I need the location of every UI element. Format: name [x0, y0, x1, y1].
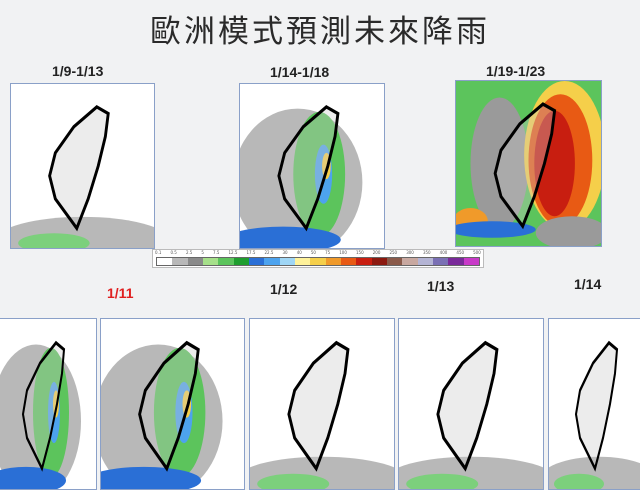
- colorbar-swatch: [463, 258, 479, 265]
- colorbar-tick: 30: [282, 250, 288, 255]
- colorbar-tick: 0.5: [170, 250, 177, 255]
- colorbar-tick: 17.5: [246, 250, 256, 255]
- colorbar-tick: 2.5: [185, 250, 193, 255]
- colorbar-tick: 500: [473, 250, 481, 255]
- colorbar-swatch: [402, 258, 418, 265]
- colorbar-tick: 100: [339, 250, 347, 255]
- page-title: 歐洲模式預測未來降雨: [150, 14, 490, 50]
- daily-rainfall-map: [548, 318, 640, 490]
- colorbar-swatch: [417, 258, 433, 265]
- daily-rainfall-map: [398, 318, 544, 490]
- colorbar-tick: 22.5: [264, 250, 274, 255]
- rainfall-map-1: [10, 83, 155, 249]
- colorbar-swatch: [371, 258, 387, 265]
- colorbar-swatch: [340, 258, 357, 265]
- colorbar-swatch: [356, 258, 372, 265]
- colorbar-tick: 450: [456, 250, 465, 255]
- colorbar-tick: 400: [439, 250, 448, 255]
- daily-rainfall-map: [100, 318, 245, 490]
- colorbar-swatch: [310, 258, 326, 265]
- colorbar-tick: 7.5: [213, 250, 220, 255]
- colorbar-swatch: [432, 258, 449, 265]
- rainfall-map-2: [239, 83, 385, 249]
- colorbar-swatch: [264, 258, 280, 265]
- period-label: 1/14-1/18: [270, 64, 330, 80]
- colorbar-swatch: [448, 258, 464, 265]
- period-label: 1/9-1/13: [52, 63, 104, 79]
- colorbar-tick: 5: [201, 250, 204, 255]
- colorbar-tick: 250: [389, 250, 398, 255]
- colorbar-tick: 75: [325, 250, 331, 255]
- colorbar-tick: 40: [296, 250, 302, 255]
- rainfall-colorbar: 0.1 0.5 2.5 5 7.5 12.5 17.5 22.5 30 40 50 75 100 150 2…: [152, 249, 484, 268]
- rainfall-map-3: [455, 80, 602, 247]
- colorbar-tick: 200: [372, 250, 381, 255]
- daily-rainfall-map: [249, 318, 395, 490]
- date-label: 1/11: [107, 285, 134, 301]
- colorbar-tick: 300: [406, 250, 414, 255]
- colorbar-tick: 350: [422, 250, 431, 255]
- colorbar-swatch: [233, 258, 249, 265]
- colorbar-swatch: [202, 258, 219, 265]
- colorbar-tick: 150: [356, 250, 364, 255]
- colorbar-swatch: [294, 258, 311, 265]
- date-label: 1/14: [574, 276, 602, 292]
- colorbar-tick: 12.5: [228, 250, 238, 255]
- colorbar-tick: 0.1: [155, 250, 162, 255]
- colorbar-swatch: [248, 258, 265, 265]
- colorbar-swatch: [187, 258, 203, 265]
- colorbar-swatch: [325, 258, 341, 265]
- colorbar-swatch: [279, 258, 295, 265]
- colorbar-swatch: [386, 258, 403, 265]
- daily-rainfall-map: [0, 318, 97, 490]
- date-label: 1/13: [427, 278, 455, 294]
- colorbar-swatch: [172, 258, 188, 265]
- period-label: 1/19-1/23: [486, 63, 546, 79]
- colorbar-tick: 50: [310, 250, 316, 255]
- date-label: 1/12: [270, 281, 298, 297]
- colorbar-swatch: [218, 258, 234, 265]
- colorbar-swatch: [157, 258, 173, 265]
